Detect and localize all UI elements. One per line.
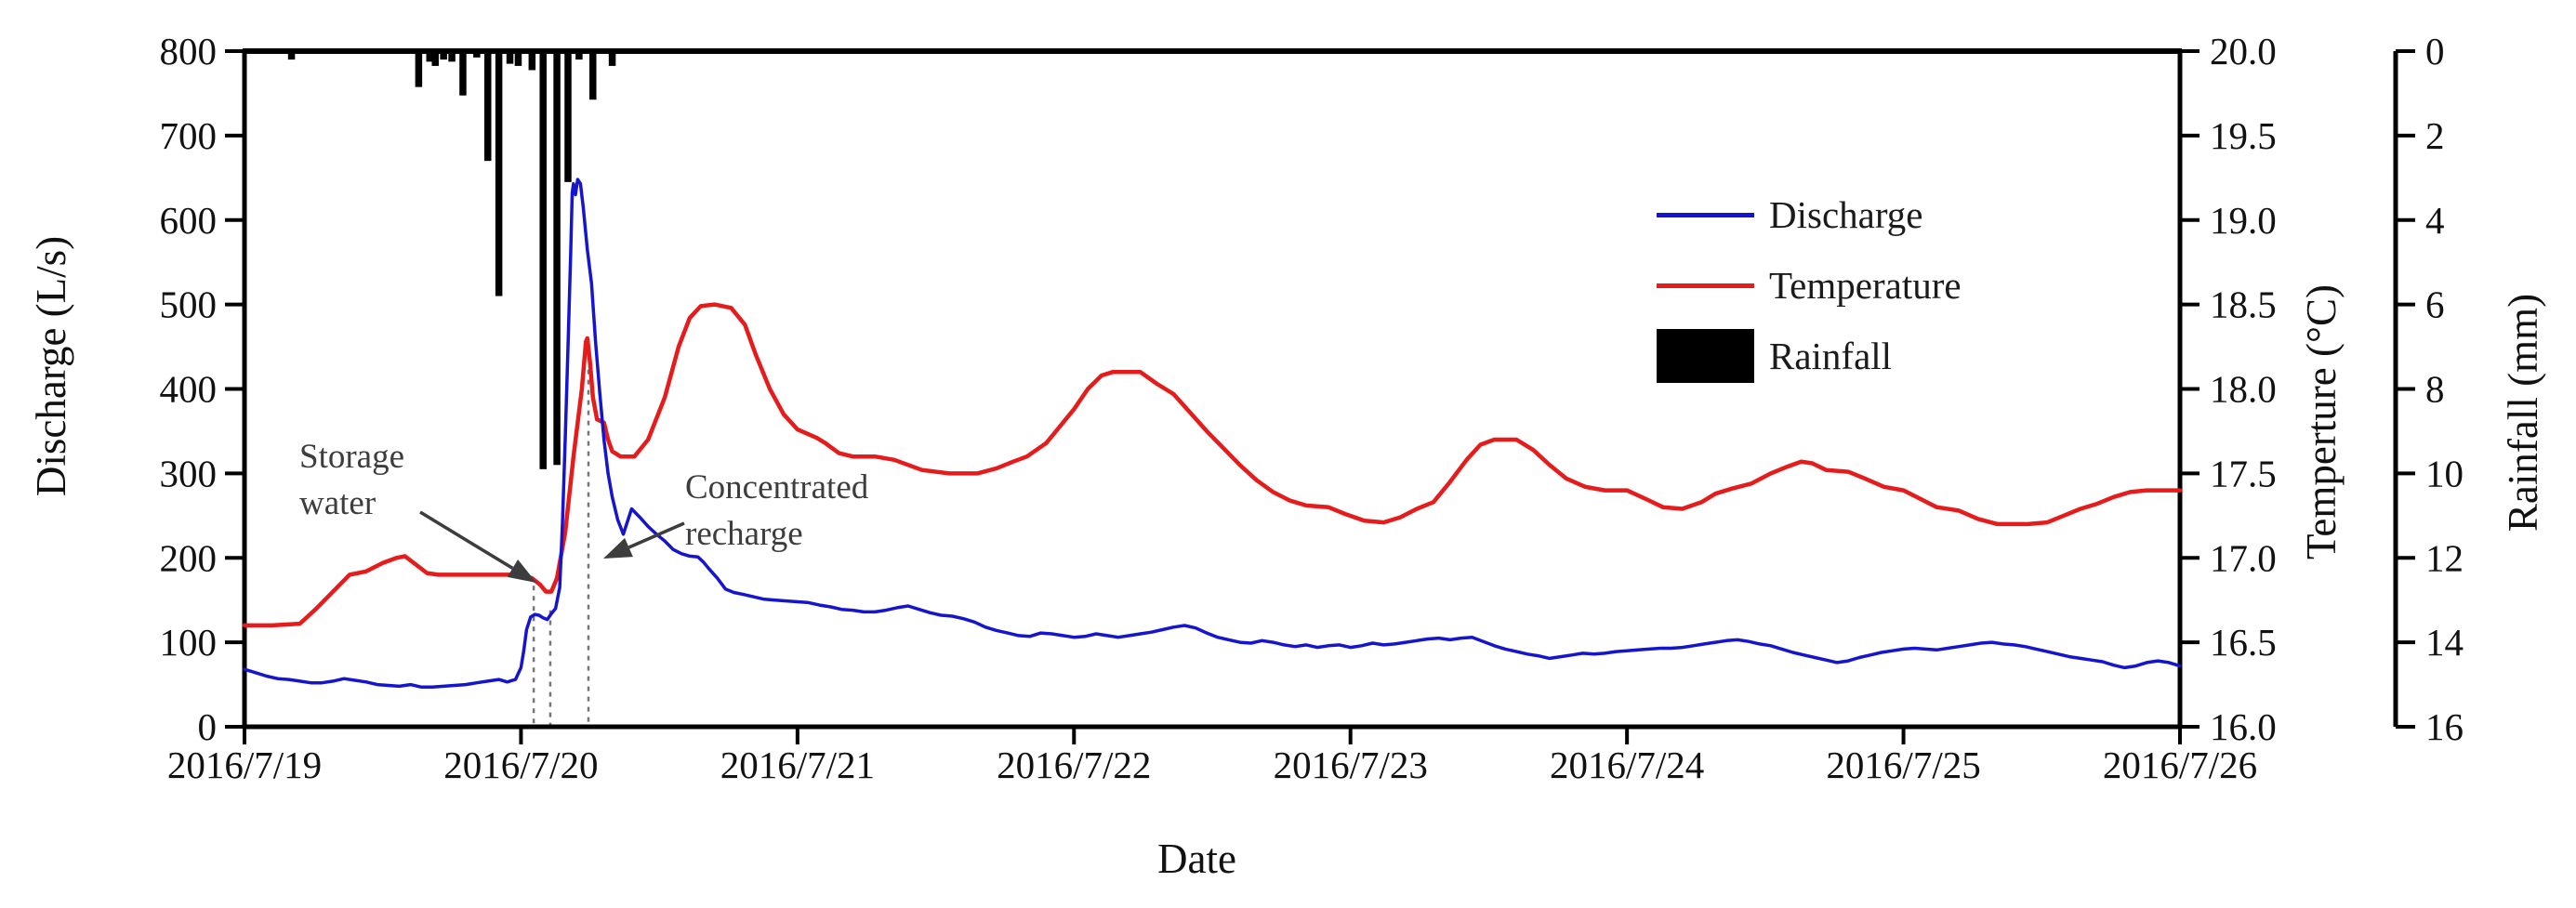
storage-water-arrow bbox=[419, 510, 514, 570]
legend-item-discharge: Discharge bbox=[1657, 179, 1962, 250]
temperature-tick-label: 20.0 bbox=[2210, 30, 2277, 72]
rainfall-bar bbox=[575, 49, 583, 60]
discharge-tick-label: 100 bbox=[160, 621, 218, 664]
temperature-tick-label: 18.5 bbox=[2210, 283, 2277, 326]
rainfall-bar bbox=[415, 49, 423, 87]
legend-label: Rainfall bbox=[1769, 334, 1893, 377]
rainfall-bar bbox=[495, 49, 503, 296]
temperature-line-swatch bbox=[1657, 283, 1754, 288]
annotation-line: recharge bbox=[685, 515, 803, 553]
date-tick-label: 2016/7/22 bbox=[997, 744, 1151, 786]
discharge-tick-label: 0 bbox=[198, 705, 218, 748]
rainfall-tick-label: 2 bbox=[2425, 114, 2445, 157]
temperature-tick-label: 16.5 bbox=[2210, 621, 2277, 664]
rainfall-axis-title: Rainfall (mm) bbox=[2500, 293, 2546, 533]
temperature-tick-label: 19.5 bbox=[2210, 114, 2277, 157]
discharge-axis-title: Discharge (L/s) bbox=[28, 235, 74, 497]
rainfall-bar bbox=[459, 49, 467, 96]
temperature-tick-label: 18.0 bbox=[2210, 368, 2277, 411]
rainfall-tick-label: 16 bbox=[2425, 705, 2464, 748]
rainfall-bar bbox=[608, 49, 616, 66]
discharge-tick-label: 300 bbox=[160, 452, 218, 494]
rainfall-bar bbox=[564, 49, 572, 182]
temperature-tick-label: 16.0 bbox=[2210, 705, 2277, 748]
rainfall-bar bbox=[448, 49, 456, 62]
date-tick-label: 2016/7/20 bbox=[443, 744, 598, 786]
rainfall-bar bbox=[506, 49, 514, 64]
date-tick-label: 2016/7/24 bbox=[1550, 744, 1704, 786]
rainfall-tick-label: 8 bbox=[2425, 368, 2445, 411]
date-tick-label: 2016/7/23 bbox=[1274, 744, 1428, 786]
rainfall-bar bbox=[440, 49, 447, 60]
concentrated-recharge-arrow-head bbox=[603, 537, 633, 559]
rainfall-bar bbox=[528, 49, 536, 71]
discharge-tick-label: 400 bbox=[160, 368, 218, 411]
rainfall-tick-label: 12 bbox=[2425, 536, 2464, 579]
annotation-storage-water: Storage water bbox=[299, 434, 404, 527]
temperature-tick-label: 19.0 bbox=[2210, 199, 2277, 242]
discharge-tick-label: 800 bbox=[160, 30, 218, 72]
rainfall-bar bbox=[483, 49, 492, 162]
discharge-tick-label: 500 bbox=[160, 283, 218, 326]
rainfall-bar bbox=[514, 49, 522, 66]
discharge-tick-label: 200 bbox=[160, 536, 218, 579]
annotation-line: water bbox=[299, 484, 376, 522]
legend-label: Temperature bbox=[1769, 263, 1962, 307]
discharge-line bbox=[243, 178, 2182, 690]
legend-item-rainfall: Rainfall bbox=[1657, 321, 1962, 391]
rainfall-bar bbox=[431, 49, 439, 66]
discharge-tick-label: 600 bbox=[160, 199, 218, 242]
rainfall-bar bbox=[287, 49, 296, 60]
rainfall-tick-label: 14 bbox=[2425, 621, 2464, 664]
rainfall-bar bbox=[426, 49, 434, 62]
legend-label: Discharge bbox=[1769, 192, 1923, 236]
date-tick-label: 2016/7/25 bbox=[1826, 744, 1980, 786]
rainfall-tick-label: 10 bbox=[2425, 452, 2464, 494]
legend-item-temperature: Temperature bbox=[1657, 250, 1962, 321]
temperature-axis-title: Temperture (°C) bbox=[2298, 284, 2345, 559]
date-tick-label: 2016/7/19 bbox=[167, 744, 322, 786]
x-axis-title: Date bbox=[1157, 836, 1236, 882]
rainfall-tick-label: 6 bbox=[2425, 283, 2445, 326]
annotation-line: Concentrated bbox=[685, 468, 869, 507]
concentrated-recharge-arrow bbox=[627, 521, 685, 549]
rainfall-rect-swatch bbox=[1657, 329, 1754, 383]
legend: Discharge Temperature Rainfall bbox=[1657, 179, 1962, 391]
date-tick-label: 2016/7/21 bbox=[720, 744, 875, 786]
date-tick-label: 2016/7/26 bbox=[2103, 744, 2257, 786]
rainfall-tick-label: 0 bbox=[2425, 30, 2445, 72]
rainfall-bar bbox=[539, 49, 547, 469]
temperature-tick-label: 17.0 bbox=[2210, 536, 2277, 579]
rainfall-tick-label: 4 bbox=[2425, 199, 2445, 242]
rainfall-bar bbox=[553, 49, 561, 466]
discharge-tick-label: 700 bbox=[160, 114, 218, 157]
discharge-line-swatch bbox=[1657, 212, 1754, 217]
annotation-concentrated-recharge: Concentrated recharge bbox=[685, 465, 868, 558]
annotation-line: Storage bbox=[299, 438, 405, 476]
temperature-tick-label: 17.5 bbox=[2210, 452, 2277, 494]
rainfall-bar bbox=[589, 49, 597, 100]
storage-water-arrow-head bbox=[507, 559, 536, 583]
